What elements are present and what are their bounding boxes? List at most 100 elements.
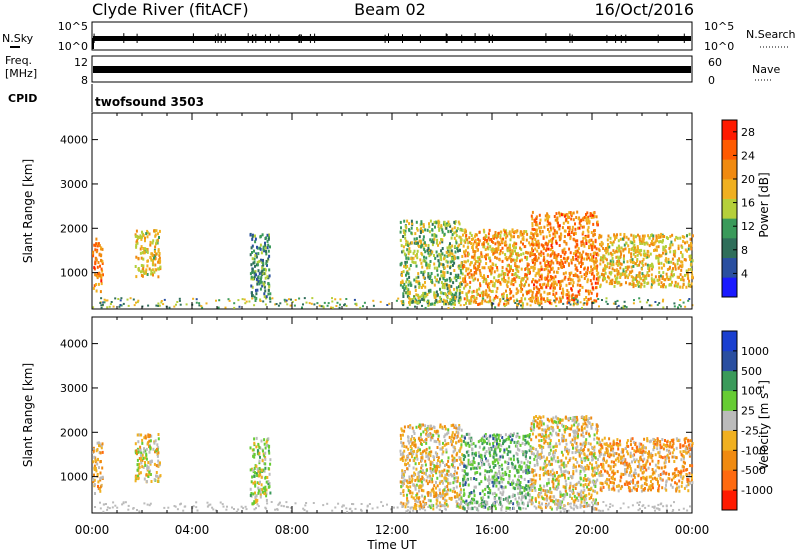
data-cell	[672, 250, 675, 253]
data-cell	[561, 226, 564, 230]
data-cell	[485, 459, 488, 463]
data-cell	[508, 437, 510, 441]
data-cell	[522, 293, 524, 297]
data-cell	[582, 242, 585, 246]
data-cell	[547, 272, 550, 276]
data-cell	[512, 502, 515, 506]
data-cell	[266, 275, 269, 279]
data-cell	[592, 252, 595, 255]
data-cell	[145, 447, 148, 451]
data-cell	[575, 266, 578, 270]
data-cell	[402, 286, 405, 289]
data-cell	[530, 265, 533, 269]
data-cell	[140, 237, 143, 241]
data-cell	[603, 254, 606, 258]
data-cell	[539, 232, 542, 236]
data-cell	[455, 453, 458, 457]
data-cell	[160, 300, 163, 302]
data-cell	[443, 283, 446, 287]
data-cell	[133, 304, 136, 307]
data-cell	[158, 253, 161, 257]
data-cell	[427, 289, 430, 293]
data-cell	[585, 302, 588, 306]
data-cell	[485, 500, 487, 504]
data-cell	[502, 490, 505, 494]
data-cell	[575, 252, 578, 256]
data-cell	[472, 466, 475, 470]
data-cell	[691, 259, 694, 263]
data-cell	[463, 250, 465, 254]
data-cell	[573, 232, 575, 236]
data-cell	[646, 255, 649, 259]
data-cell	[265, 252, 268, 256]
data-cell	[508, 266, 511, 270]
data-cell	[447, 488, 449, 492]
data-cell	[428, 266, 431, 270]
data-cell	[158, 256, 161, 260]
data-cell	[561, 295, 564, 299]
data-cell	[99, 302, 102, 304]
data-cell	[546, 482, 548, 486]
data-cell	[533, 416, 535, 420]
data-cell	[601, 272, 603, 276]
data-cell	[416, 457, 419, 461]
data-cell	[264, 488, 267, 492]
data-cell	[258, 461, 261, 465]
data-cell	[441, 504, 444, 508]
data-cell	[583, 445, 586, 448]
data-cell	[402, 304, 405, 307]
data-cell	[533, 228, 536, 231]
data-cell	[446, 296, 449, 300]
data-cell	[458, 264, 461, 268]
data-cell	[689, 258, 692, 261]
data-cell	[406, 264, 409, 268]
data-cell	[674, 265, 677, 269]
data-cell	[576, 491, 579, 495]
data-cell	[578, 221, 581, 225]
data-cell	[535, 257, 538, 261]
data-cell	[259, 490, 262, 494]
data-cell	[555, 291, 558, 295]
data-cell	[100, 279, 103, 283]
data-cell	[587, 220, 590, 224]
data-cell	[158, 229, 161, 233]
data-cell	[331, 300, 334, 303]
data-cell	[600, 244, 603, 248]
data-cell	[473, 266, 475, 270]
data-cell	[583, 257, 586, 261]
data-cell	[531, 237, 534, 241]
data-cell	[249, 233, 252, 237]
data-cell	[439, 291, 442, 295]
data-cell	[500, 485, 503, 489]
data-cell	[500, 238, 503, 242]
data-cell	[574, 297, 577, 301]
data-cell	[511, 230, 514, 234]
data-cell	[639, 242, 642, 245]
data-cell	[264, 289, 267, 293]
data-cell	[259, 234, 262, 238]
data-cell	[92, 480, 95, 484]
data-cell	[136, 474, 139, 478]
data-cell	[690, 267, 692, 271]
data-cell	[590, 424, 593, 428]
data-cell	[478, 255, 481, 259]
data-cell	[501, 269, 504, 273]
data-cell	[595, 269, 598, 273]
data-cell	[545, 429, 548, 433]
data-cell	[345, 304, 348, 307]
data-cell	[400, 261, 403, 265]
data-cell	[95, 273, 98, 277]
data-cell	[185, 303, 188, 306]
data-cell	[613, 268, 616, 272]
data-cell	[672, 267, 674, 271]
data-cell	[583, 459, 586, 463]
data-cell	[544, 218, 547, 222]
data-cell	[458, 456, 461, 459]
data-cell	[447, 220, 450, 224]
data-cell	[520, 465, 523, 469]
data-cell	[136, 452, 138, 456]
data-cell	[400, 300, 403, 303]
data-cell	[473, 257, 476, 261]
data-cell	[595, 253, 598, 257]
data-cell	[582, 250, 585, 254]
